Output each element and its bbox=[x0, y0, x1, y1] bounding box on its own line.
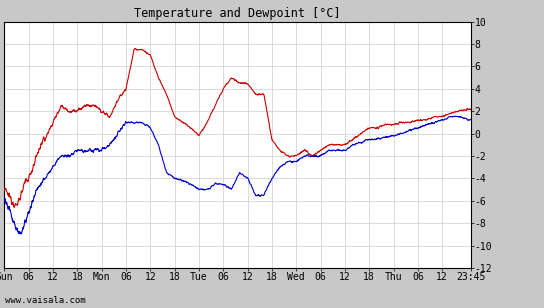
Text: www.vaisala.com: www.vaisala.com bbox=[5, 296, 86, 305]
Title: Temperature and Dewpoint [°C]: Temperature and Dewpoint [°C] bbox=[134, 7, 341, 20]
